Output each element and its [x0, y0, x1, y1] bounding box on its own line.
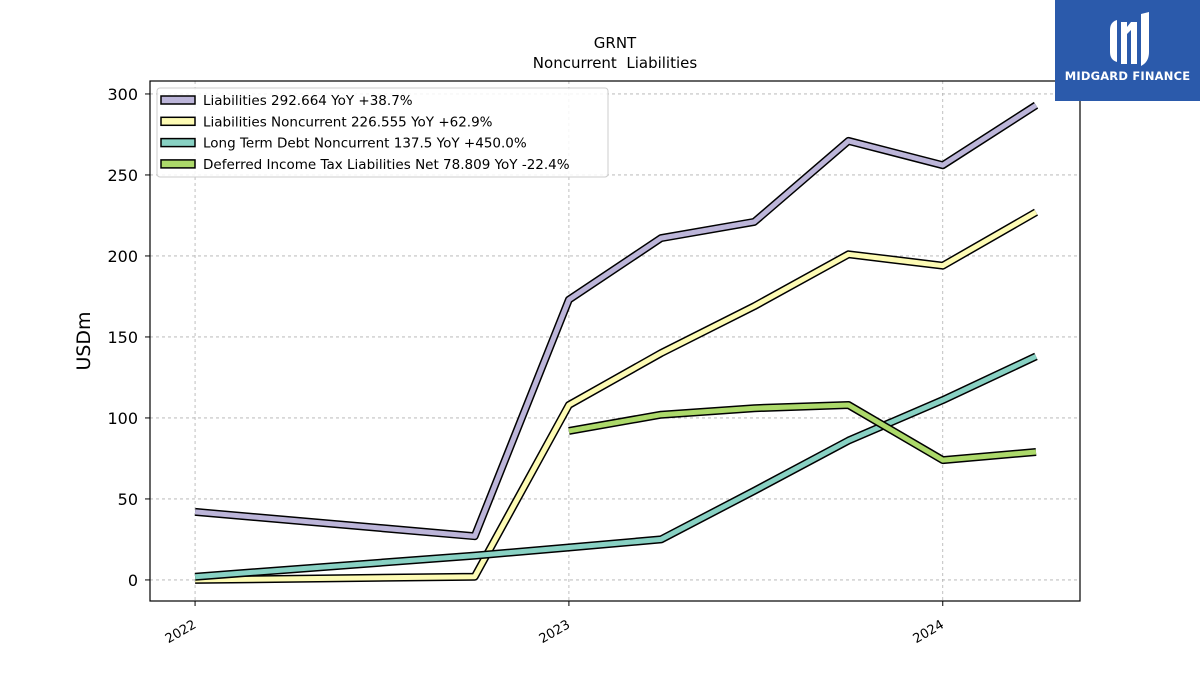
axis-ticks: 0 50 100 150 200 250 300 2022 2023 2024 — [107, 85, 946, 647]
legend-entry: Liabilities Noncurrent 226.555 YoY +62.9… — [203, 114, 493, 130]
x-tick-label: 2024 — [911, 617, 947, 647]
plot-frame — [149, 80, 1081, 602]
chart-subtitle: Noncurrent Liabilities — [533, 54, 698, 72]
y-tick-label: 250 — [107, 166, 138, 185]
legend-swatch — [160, 116, 196, 127]
series-line — [195, 210, 1038, 583]
legend-entry: Long Term Debt Noncurrent 137.5 YoY +450… — [203, 136, 527, 152]
y-axis-label: USDm — [73, 311, 95, 370]
y-tick-label: 0 — [128, 571, 138, 590]
y-tick-label: 100 — [107, 409, 138, 428]
legend-entry: Liabilities 292.664 YoY +38.7% — [203, 93, 413, 109]
series-line — [568, 402, 1037, 463]
y-tick-label: 200 — [107, 247, 138, 266]
chart-title: GRNT — [594, 34, 637, 52]
series-lines — [194, 101, 1039, 584]
legend-swatch — [160, 137, 196, 148]
legend-entry: Deferred Income Tax Liabilities Net 78.8… — [203, 157, 570, 173]
y-tick-label: 150 — [107, 328, 138, 347]
legend-box — [156, 87, 609, 178]
legend-swatch — [160, 95, 196, 105]
x-tick-label: 2023 — [537, 617, 573, 647]
y-tick-label: 300 — [107, 85, 138, 104]
legend-swatch — [160, 159, 196, 169]
brand-name: MIDGARD FINANCE — [1064, 69, 1191, 83]
brand-logo: MIDGARD FINANCE — [1055, 0, 1200, 101]
series-line — [194, 103, 1038, 539]
legend: Liabilities 292.664 YoY +38.7% Liabilitie… — [156, 87, 609, 178]
y-tick-label: 50 — [118, 490, 138, 509]
series-line — [194, 354, 1038, 580]
x-tick-label: 2022 — [163, 617, 199, 647]
series-line-outline — [568, 401, 1037, 465]
brand-mark-icon — [1110, 12, 1149, 66]
